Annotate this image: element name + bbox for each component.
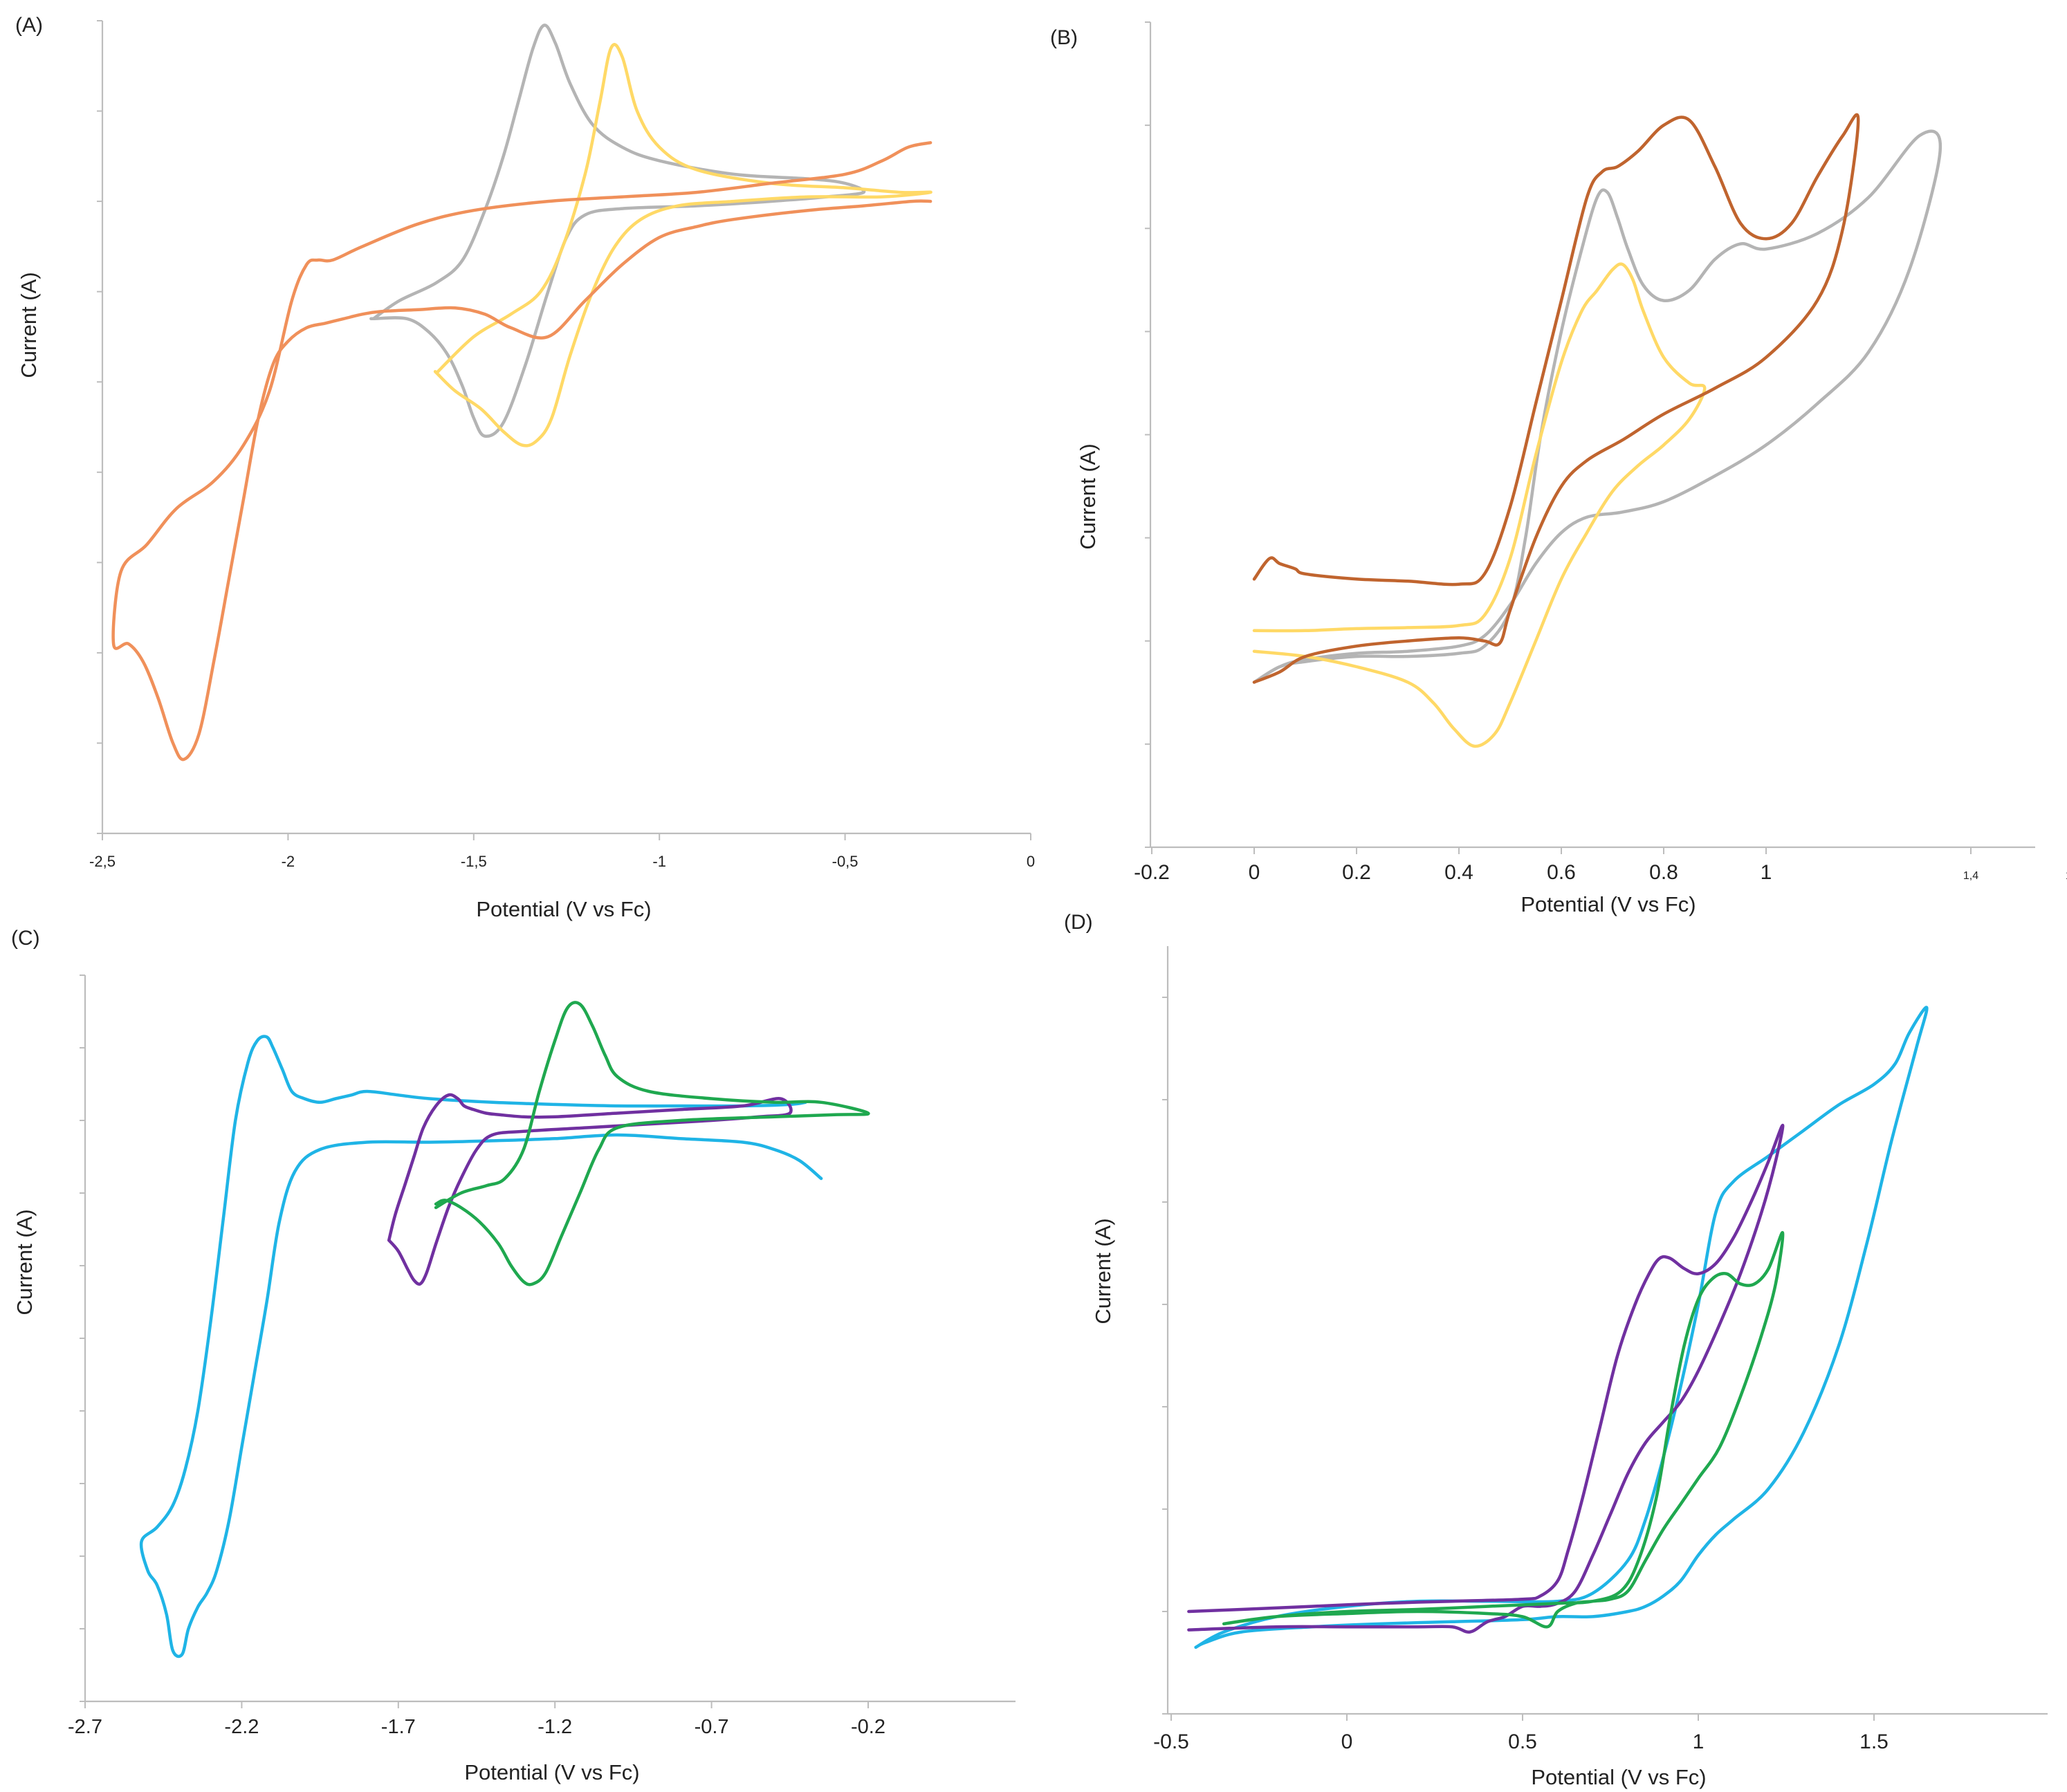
panel-b-label: (B) [1050,26,1078,49]
panel-c-x-tick-label: -2.7 [68,1716,102,1738]
panel-a-x-tick-label: -0,5 [832,853,858,870]
panel-a-ticks: -2,5 -2 -1,5 -1 -0,5 0 [89,20,1035,870]
panel-b-x-axis-title: Potential (V vs Fc) [1521,892,1696,916]
panel-b-x-tick-label: 1,4 [1963,870,1978,882]
panel-b-x-tick-label: 0.2 [1342,861,1371,884]
panel-a-x-tick-label: -2 [282,853,295,870]
panel-b-x-tick-label: 1,6 [2066,870,2067,882]
panel-a-label: (A) [15,14,43,37]
panel-d-x-tick-label: 0 [1341,1730,1353,1753]
panel-a-y-axis-title: Current (A) [17,272,41,378]
panel-d-label: (D) [1064,911,1093,934]
panel-c-curve-blue [139,1035,823,1659]
panel-c-x-tick-label: -1.2 [538,1716,572,1738]
panel-d-curve-green [1222,1231,1785,1629]
panel-d-ticks: -0.5 0 0.5 1 1.5 [1153,997,1889,1753]
panel-b-curve-yellow [1252,262,1707,748]
panel-d-curves [1187,1006,1929,1650]
panel-c-curves [139,1001,870,1659]
panel-b-x-tick-label: 0.4 [1444,861,1473,884]
panel-d-x-tick-label: 0.5 [1508,1730,1537,1753]
panel-b-curves [1252,113,1942,748]
panel-b-x-tick-label: 0.8 [1649,861,1678,884]
panel-c-y-axis-title: Current (A) [12,1209,37,1315]
panel-b-curve-brown [1252,113,1860,684]
panel-b: (B) -0.2 0 0.2 0.4 0.6 0.8 1 1,4 1,6 Potential (… [1050,21,2067,916]
panel-a-x-tick-label: -1 [652,853,666,870]
panel-c-x-tick-label: -0.7 [695,1716,729,1738]
panel-d-y-axis-title: Current (A) [1091,1218,1115,1324]
panel-a-curves [111,24,933,761]
panel-a-curve-gray [369,24,866,438]
panel-d: (D) -0.5 0 0.5 1 1.5 Potential (V vs Fc) Cur… [1064,911,2048,1789]
panel-d-x-axis-title: Potential (V vs Fc) [1531,1765,1706,1789]
panel-a-x-tick-label: 0 [1027,853,1035,870]
panel-c-ticks: -2.7 -2.2 -1.7 -1.2 -0.7 -0.2 [68,974,885,1738]
panel-a-x-axis-title: Potential (V vs Fc) [476,897,651,921]
panel-a-curve-yellow [433,43,933,447]
panel-c-label: (C) [11,927,40,950]
panel-d-x-tick-label: 1.5 [1859,1730,1889,1753]
panel-d-x-tick-label: 1 [1693,1730,1705,1753]
panel-d-curve-blue [1194,1006,1929,1650]
panel-b-x-tick-label: 1 [1761,861,1772,884]
panel-d-x-tick-label: -0.5 [1153,1730,1189,1753]
panel-b-curve-gray [1252,129,1942,684]
panel-c-x-axis-title: Potential (V vs Fc) [464,1760,639,1784]
panel-a: (A) -2,5 -2 -1,5 -1 -0,5 0 Potential (V vs Fc… [15,14,1035,921]
panel-c-curve-green [434,1001,870,1286]
panel-c: (C) -2.7 -2.2 -1.7 -1.2 -0.7 -0.2 Potential (… [11,927,1016,1784]
panel-b-x-tick-label: 0 [1249,861,1260,884]
panel-a-curve-orange [111,141,933,761]
panel-a-x-tick-label: -1,5 [461,853,487,870]
panel-c-x-tick-label: -2.2 [224,1716,259,1738]
panel-c-curve-purple [387,1093,793,1286]
panel-b-y-axis-title: Current (A) [1076,443,1100,549]
panel-b-x-tick-label: 0.6 [1547,861,1576,884]
panel-b-x-tick-label: -0.2 [1134,861,1170,884]
panel-a-x-tick-label: -2,5 [89,853,116,870]
panel-c-x-tick-label: -1.7 [381,1716,416,1738]
panel-c-x-tick-label: -0.2 [851,1716,885,1738]
panel-b-ticks: -0.2 0 0.2 0.4 0.6 0.8 1 1,4 1,6 [1134,21,2067,884]
